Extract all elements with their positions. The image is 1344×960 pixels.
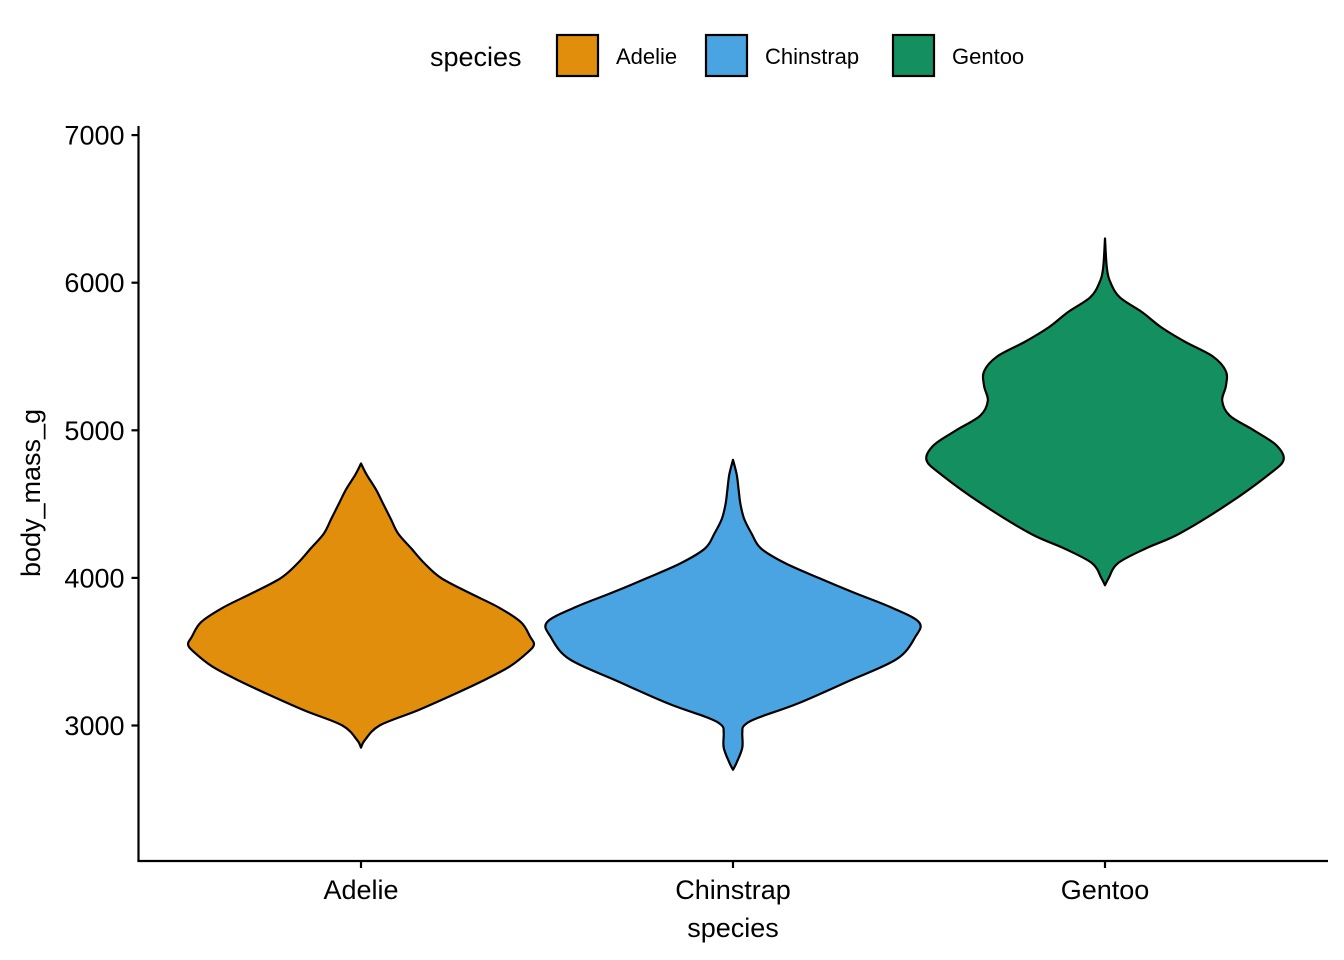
legend-label-adelie: Adelie — [616, 44, 677, 69]
y-tick-label: 4000 — [64, 563, 124, 593]
x-tick-label: Adelie — [323, 875, 398, 905]
legend-key-chinstrap — [704, 33, 749, 78]
legend-title: species — [430, 42, 522, 72]
x-tick-label: Gentoo — [1061, 875, 1150, 905]
violins — [186, 237, 1285, 771]
x-tick-label: Chinstrap — [675, 875, 791, 905]
y-tick-label: 6000 — [64, 268, 124, 298]
violin-chinstrap — [544, 458, 922, 771]
legend-key-adelie — [555, 33, 600, 78]
axes: 3000 4000 5000 6000 7000 Adelie Chinstrap Gent… — [64, 121, 1328, 905]
legend-key-gentoo — [891, 33, 936, 78]
x-axis-title: species — [687, 913, 779, 943]
legend-label-gentoo: Gentoo — [952, 44, 1024, 69]
violin-adelie — [186, 462, 536, 749]
violin-gentoo — [925, 237, 1285, 587]
y-axis-title: body_mass_g — [16, 409, 46, 577]
legend-label-chinstrap: Chinstrap — [765, 44, 859, 69]
legend: species Adelie Chinstrap Gentoo — [430, 33, 1024, 78]
y-tick-label: 3000 — [64, 711, 124, 741]
y-tick-label: 7000 — [64, 121, 124, 151]
y-tick-label: 5000 — [64, 416, 124, 446]
